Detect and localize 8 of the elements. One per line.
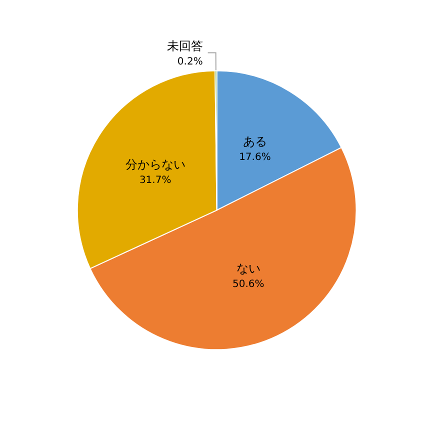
data-label: 17.6% xyxy=(239,152,271,163)
slice-label: 未回答 xyxy=(166,38,203,53)
slice-label: 分からない xyxy=(125,157,186,172)
data-label: 31.7% xyxy=(139,174,172,186)
slice-label: ある xyxy=(242,134,267,148)
slice-label: ない xyxy=(236,262,260,276)
data-label: 0.2% xyxy=(177,56,203,68)
data-label: 50.6% xyxy=(232,279,264,290)
